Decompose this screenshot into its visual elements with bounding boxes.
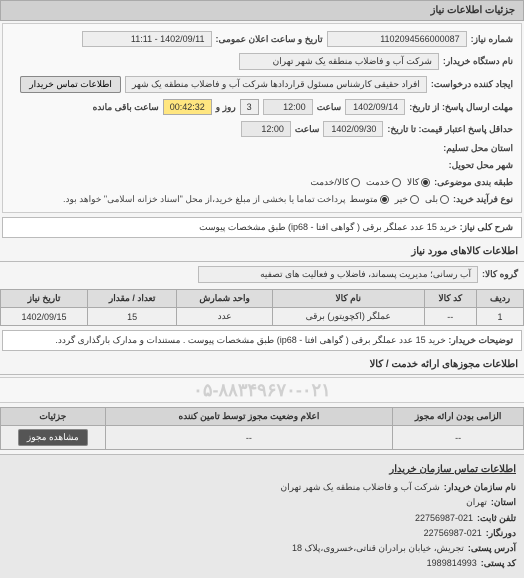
postcode-value: 1989814993 [427,556,477,571]
deadline-date-value: 1402/09/14 [345,99,405,115]
validity-at-label: ساعت [295,124,320,135]
license-table: الزامی بودن ارائه مجوز اعلام وضعیت مجوز … [0,407,524,450]
pay-option-a[interactable]: بلی [425,194,449,205]
pkg-option-b[interactable]: خدمت [366,177,401,188]
goods-col-5: تاریخ نیاز [1,290,88,308]
license-cell: -- [105,426,393,450]
pay-label: نوع فرآیند خرید: [453,194,513,205]
license-col-0: الزامی بودن ارائه مجوز [393,408,524,426]
buyer-note-text: خرید 15 عدد عملگر برقی ( گواهی افتا - ip… [55,335,445,345]
request-number-label: شماره نیاز: [471,34,513,45]
org-value: شرکت آب و فاضلاب منطقه یک شهر تهران [281,480,440,495]
remaining-days: 3 [240,99,259,115]
remaining-time: 00:42:32 [163,99,212,115]
watermark-text: ۰۵-۸۸۳۴۹۶۷۰-۰۲۱ [193,380,331,401]
validity-label: حداقل پاسخ اعتبار قیمت: تا تاریخ: [387,124,513,135]
pay-radio-group: بلی خیر متوسط [349,194,449,205]
panel-title: جزئیات اطلاعات نیاز [0,0,524,21]
validity-date-value: 1402/09/30 [323,121,383,137]
goods-col-0: ردیف [477,290,524,308]
request-info-section: شماره نیاز: 1102094566000087 تاریخ و ساع… [2,23,522,213]
deadline-time-value: 12:00 [263,99,313,115]
postcode-label: کد پستی: [481,556,516,571]
goods-col-3: واحد شمارش [177,290,273,308]
goods-table-row: 1 -- عملگر (اکچویتور) برقی عدد 15 1402/0… [1,308,524,326]
summary-box: شرح کلی نیاز: خرید 15 عدد عملگر برقی ( گ… [2,217,522,238]
validity-time-value: 12:00 [241,121,291,137]
license-row: -- -- مشاهده مجوز [1,426,524,450]
pkg-label: طبقه بندی موضوعی: [434,177,513,188]
group-value: آب رسانی؛ مدیریت پسماند، فاضلاب و فعالیت… [198,266,478,283]
device-label: نام دستگاه خریدار: [443,56,513,67]
license-header-row: الزامی بودن ارائه مجوز اعلام وضعیت مجوز … [1,408,524,426]
pkg-option-c[interactable]: کالا/خدمت [310,177,360,188]
license-col-2: جزئیات [1,408,106,426]
fax-label: دورنگار: [486,526,516,541]
group-label: گروه کالا: [482,269,518,280]
buyer-note-box: توضیحات خریدار: خرید 15 عدد عملگر برقی (… [2,330,522,351]
remaining-days-label: روز و [216,102,236,113]
goods-table: ردیف کد کالا نام کالا واحد شمارش تعداد /… [0,289,524,326]
request-number-value: 1102094566000087 [327,31,467,47]
pubdate-value: 1402/09/11 - 11:11 [82,31,212,47]
goods-cell: 1402/09/15 [1,308,88,326]
address-label: آدرس پستی: [468,541,516,556]
goods-col-4: تعداد / مقدار [87,290,176,308]
license-cell: -- [393,426,524,450]
goods-cell: عدد [177,308,273,326]
view-license-button[interactable]: مشاهده مجوز [18,429,88,446]
goods-cell: 1 [477,308,524,326]
contact-province-value: تهران [466,495,487,510]
summary-label: شرح کلی نیاز: [460,222,513,232]
goods-col-2: نام کالا [272,290,424,308]
summary-text: خرید 15 عدد عملگر برقی ( گواهی افتا - ip… [199,222,457,232]
requester-label: ایجاد کننده درخواست: [431,79,513,90]
buyer-note-label: توضیحات خریدار: [448,335,513,345]
goods-col-1: کد کالا [424,290,477,308]
deadline-at-label: ساعت [317,102,342,113]
contact-province-label: استان: [491,495,516,510]
contact-block: اطلاعات تماس سازمان خریدار نام سازمان خر… [0,454,524,578]
phone-value: 22756987-021 [415,511,473,526]
goods-table-header-row: ردیف کد کالا نام کالا واحد شمارش تعداد /… [1,290,524,308]
remaining-label: ساعت باقی مانده [93,102,159,113]
watermark-area: ۰۵-۸۸۳۴۹۶۷۰-۰۲۱ [0,377,524,403]
countdown: 3 روز و 00:42:32 ساعت باقی مانده [93,99,259,115]
device-value: شرکت آب و فاضلاب منطقه یک شهر تهران [239,53,439,70]
licenses-header: اطلاعات مجوزهای ارائه خدمت / کالا [0,355,524,375]
contact-header: اطلاعات تماس سازمان خریدار [8,461,516,478]
deadline-label: مهلت ارسال پاسخ: از تاریخ: [409,102,513,113]
requester-value: افراد حقیقی کارشناس مسئول قراردادها شرکت… [125,76,427,93]
buyer-contact-button[interactable]: اطلاعات تماس خریدار [20,76,121,93]
city-label: شهر محل تحویل: [449,160,513,171]
goods-header: اطلاعات کالاهای مورد نیاز [0,242,524,262]
address-value: تجریش، خیابان برادران قناتی،خسروی،پلاک 1… [292,541,464,556]
pay-option-b[interactable]: خیر [395,194,419,205]
pkg-option-a[interactable]: کالا [407,177,430,188]
pubdate-label: تاریخ و ساعت اعلان عمومی: [216,34,323,45]
pay-option-c[interactable]: متوسط [349,194,388,205]
goods-cell: عملگر (اکچویتور) برقی [272,308,424,326]
fax-value: 22756987-021 [424,526,482,541]
license-cell-action: مشاهده مجوز [1,426,106,450]
pay-note: پرداخت تماما یا بخشی از مبلغ خرید،از محل… [63,194,345,205]
goods-cell: 15 [87,308,176,326]
pkg-radio-group: کالا خدمت کالا/خدمت [310,177,430,188]
goods-cell: -- [424,308,477,326]
phone-label: تلفن ثابت: [477,511,516,526]
org-label: نام سازمان خریدار: [444,480,516,495]
province-label: استان محل تسلیم: [443,143,513,154]
license-col-1: اعلام وضعیت مجوز توسط تامین کننده [105,408,393,426]
